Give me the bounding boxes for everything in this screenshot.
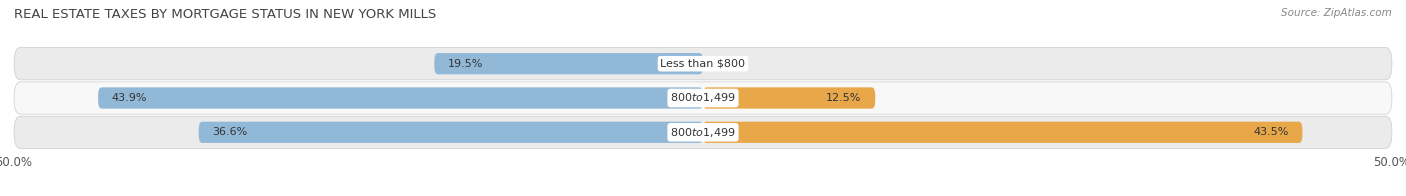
Text: 12.5%: 12.5% [827, 93, 862, 103]
Text: 19.5%: 19.5% [449, 59, 484, 69]
Text: Less than $800: Less than $800 [661, 59, 745, 69]
Text: REAL ESTATE TAXES BY MORTGAGE STATUS IN NEW YORK MILLS: REAL ESTATE TAXES BY MORTGAGE STATUS IN … [14, 8, 436, 21]
Text: $800 to $1,499: $800 to $1,499 [671, 126, 735, 139]
FancyBboxPatch shape [703, 122, 1302, 143]
FancyBboxPatch shape [14, 82, 1392, 114]
Text: 43.9%: 43.9% [112, 93, 148, 103]
FancyBboxPatch shape [98, 87, 703, 109]
FancyBboxPatch shape [703, 87, 875, 109]
Text: 36.6%: 36.6% [212, 127, 247, 137]
FancyBboxPatch shape [198, 122, 703, 143]
FancyBboxPatch shape [434, 53, 703, 74]
Text: 43.5%: 43.5% [1253, 127, 1289, 137]
FancyBboxPatch shape [14, 116, 1392, 148]
Text: 0.0%: 0.0% [710, 59, 738, 69]
FancyBboxPatch shape [14, 48, 1392, 80]
Text: Source: ZipAtlas.com: Source: ZipAtlas.com [1281, 8, 1392, 18]
Text: $800 to $1,499: $800 to $1,499 [671, 92, 735, 104]
